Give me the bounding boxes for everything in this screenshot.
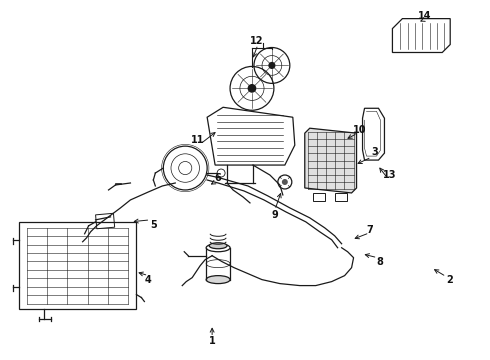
Bar <box>19 222 136 310</box>
Text: 10: 10 <box>353 125 367 135</box>
Bar <box>335 193 346 201</box>
Ellipse shape <box>206 276 230 284</box>
Text: 13: 13 <box>383 170 396 180</box>
Text: 11: 11 <box>192 135 205 145</box>
Circle shape <box>247 84 256 93</box>
Text: 7: 7 <box>366 225 373 235</box>
Text: 9: 9 <box>271 210 278 220</box>
Circle shape <box>282 179 288 185</box>
Bar <box>96 213 115 229</box>
Text: 3: 3 <box>371 147 378 157</box>
Ellipse shape <box>209 243 227 249</box>
Text: 2: 2 <box>446 275 453 285</box>
Text: 8: 8 <box>376 257 383 267</box>
Bar <box>313 193 325 201</box>
Text: 1: 1 <box>209 336 216 346</box>
Circle shape <box>269 62 275 69</box>
Text: 4: 4 <box>145 275 152 285</box>
Text: 12: 12 <box>250 36 264 46</box>
Text: 14: 14 <box>417 11 431 21</box>
Text: 6: 6 <box>215 173 221 183</box>
Polygon shape <box>305 128 357 193</box>
Text: 5: 5 <box>150 220 157 230</box>
